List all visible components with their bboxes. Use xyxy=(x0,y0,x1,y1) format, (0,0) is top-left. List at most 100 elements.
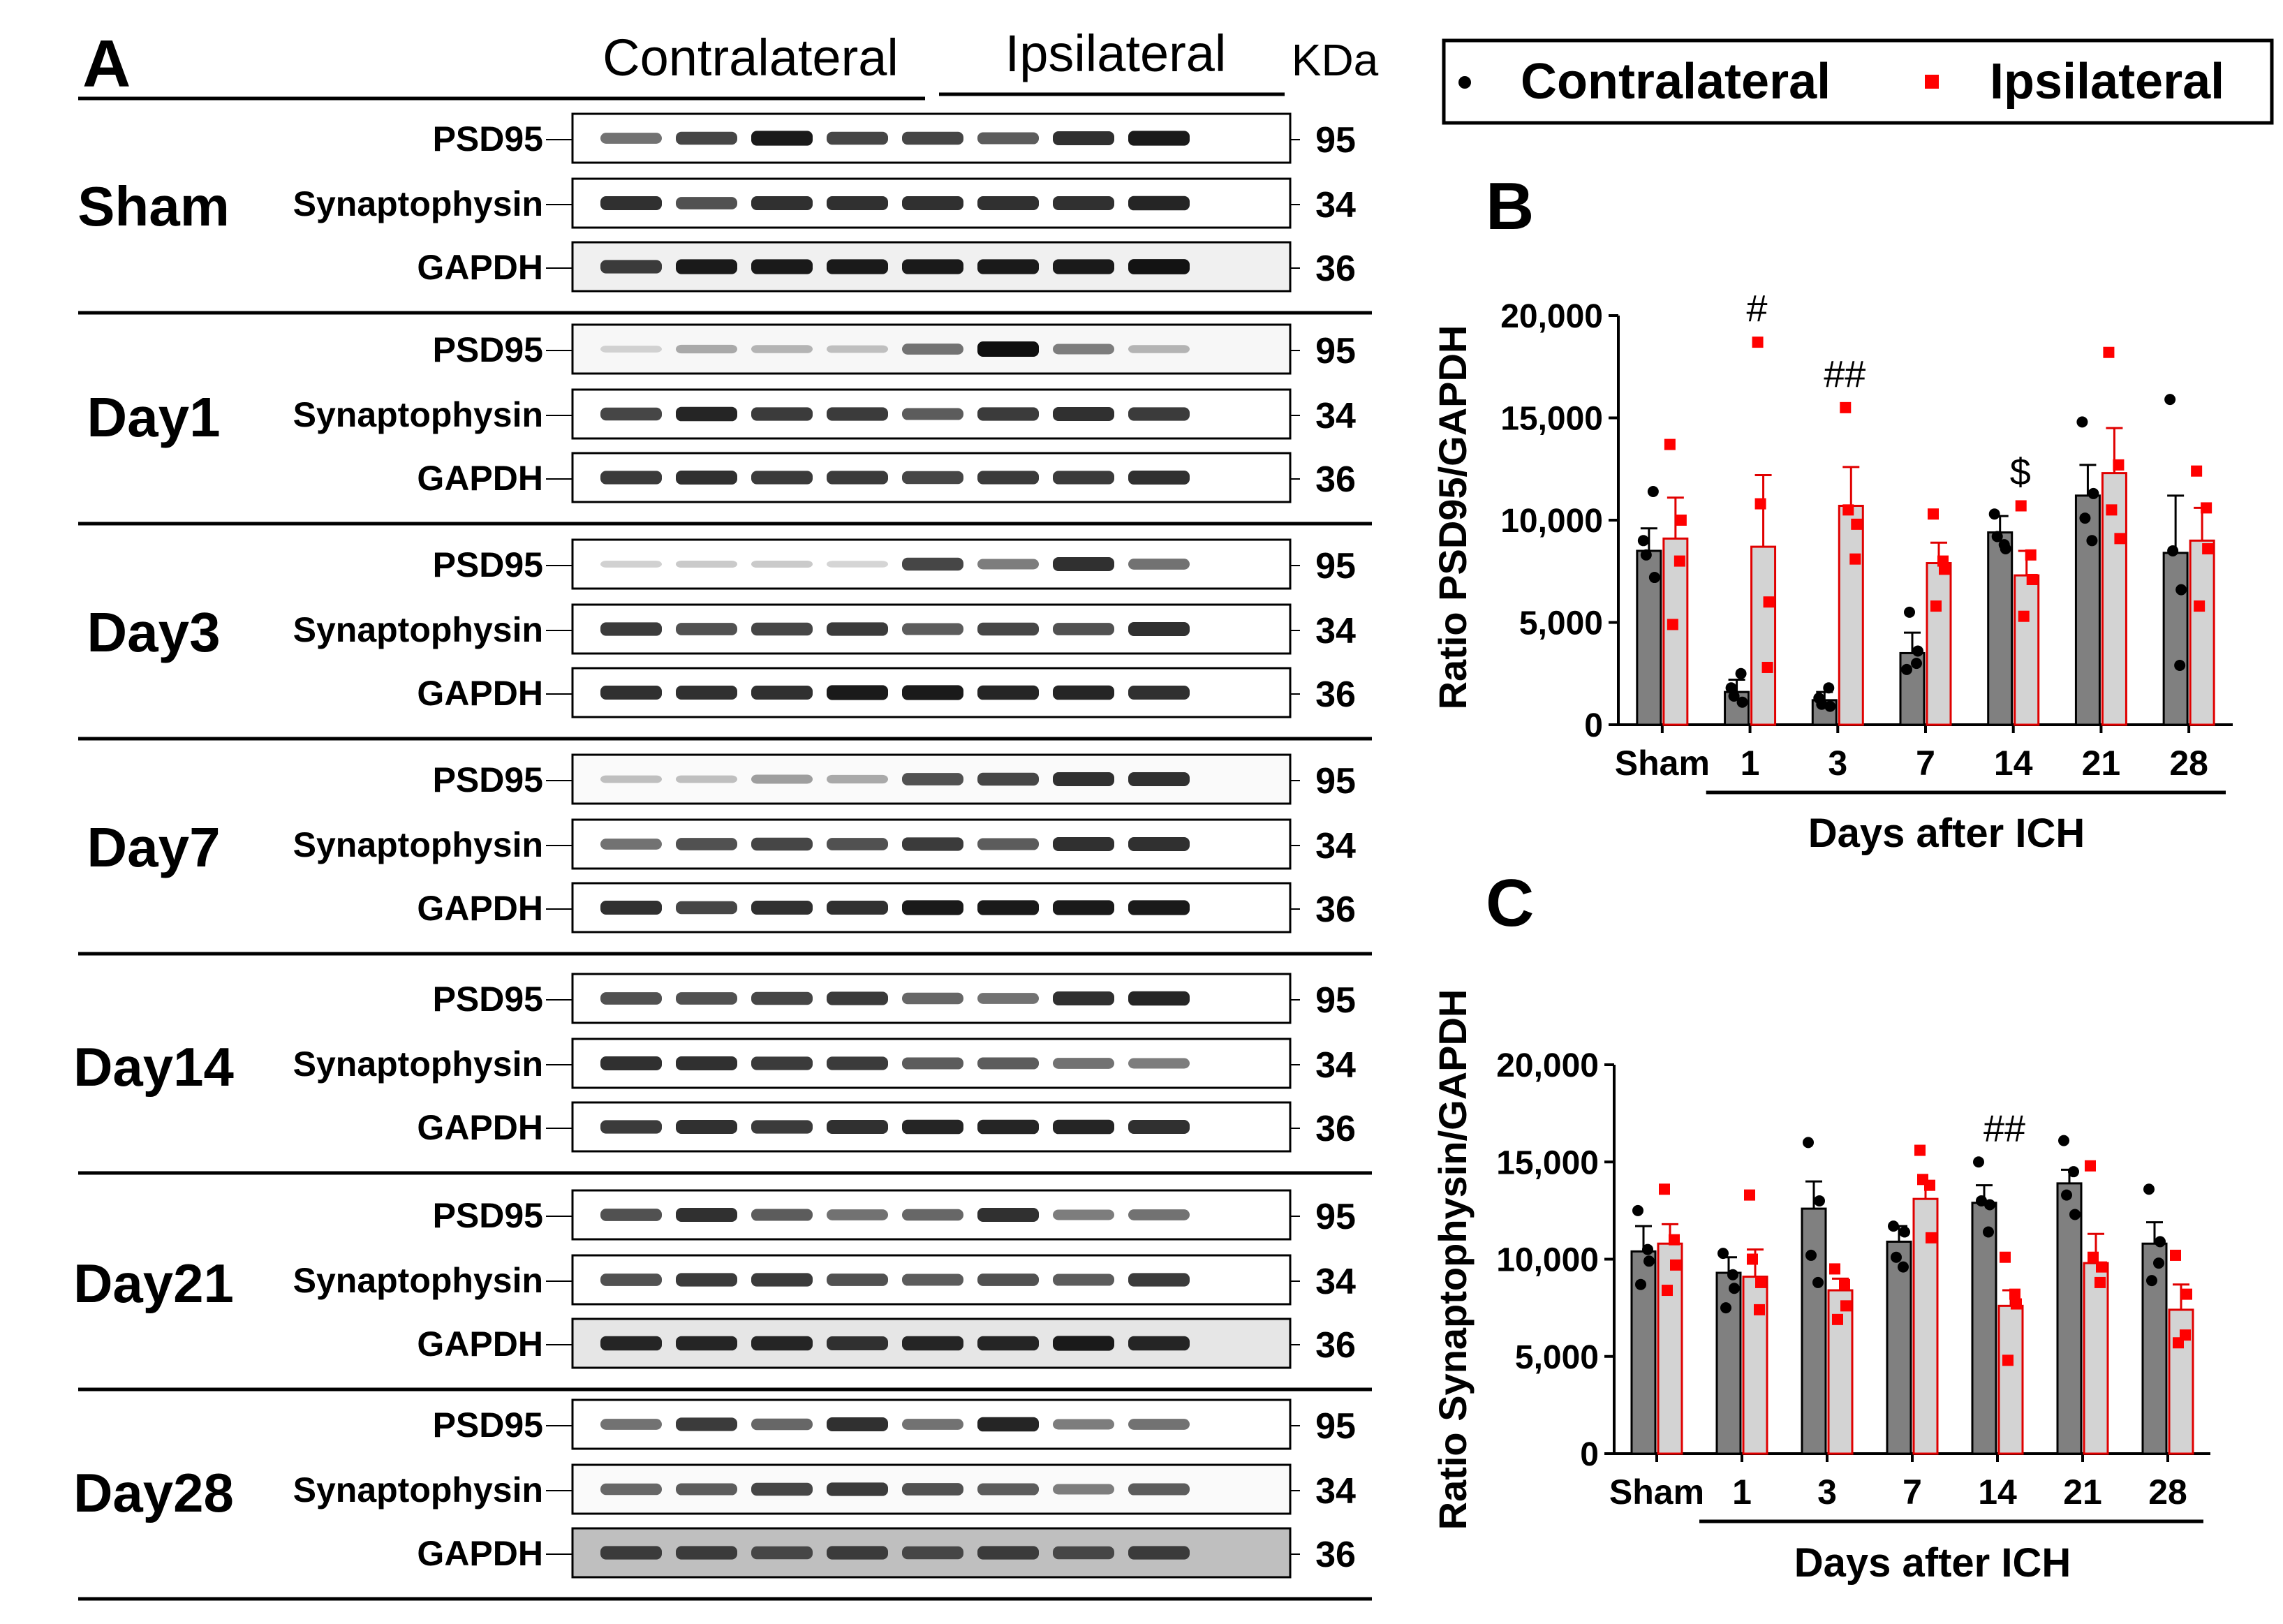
bar-contralateral xyxy=(2074,494,2101,726)
blot-band xyxy=(977,471,1039,485)
data-point-ipsilateral xyxy=(2181,1288,2192,1300)
legend: Contralateral Ipsilateral xyxy=(1442,38,2274,125)
blot-kda-value: 34 xyxy=(1315,396,1356,436)
data-point-contralateral xyxy=(1632,1204,1643,1216)
blot-band xyxy=(676,775,737,783)
significance-marker: # xyxy=(1747,288,1768,330)
blot-section-label-day3: Day3 xyxy=(87,601,220,663)
blot-band xyxy=(1128,195,1190,211)
blot-band xyxy=(827,1417,888,1431)
blot-band xyxy=(1053,1419,1114,1430)
data-point-contralateral xyxy=(1729,1283,1740,1294)
data-point-ipsilateral xyxy=(1755,1276,1766,1288)
data-point-contralateral xyxy=(1984,1199,1995,1211)
legend-marker-ipsilateral xyxy=(1925,75,1939,89)
data-point-ipsilateral xyxy=(1842,504,1854,516)
data-point-ipsilateral xyxy=(2113,459,2125,471)
blot-band xyxy=(600,260,662,274)
data-point-contralateral xyxy=(1904,606,1915,618)
blot-band xyxy=(827,1482,888,1496)
data-point-ipsilateral xyxy=(2018,610,2030,622)
blot-band xyxy=(676,344,737,354)
data-point-ipsilateral xyxy=(1744,1189,1755,1201)
panel-c-synaptophysin-chart: C Ratio Synaptophysin/GAPDH Days after I… xyxy=(1431,866,2210,1586)
blot-band xyxy=(1053,407,1114,421)
blot-psd95-label: PSD95 xyxy=(433,980,543,1019)
blot-band xyxy=(977,1274,1039,1286)
data-point-contralateral xyxy=(1888,1220,1899,1232)
blot-band xyxy=(1128,559,1190,570)
data-point-contralateral xyxy=(1991,531,2003,542)
blot-band xyxy=(751,196,813,210)
data-point-contralateral xyxy=(2175,584,2187,596)
blot-band xyxy=(827,1546,888,1560)
data-point-contralateral xyxy=(1728,690,1740,702)
legend-marker-contralateral xyxy=(1458,76,1471,89)
blot-band xyxy=(676,1546,737,1560)
blot-band xyxy=(977,993,1039,1004)
panel-c-xlabel: Days after ICH xyxy=(1794,1540,2071,1586)
data-point-ipsilateral xyxy=(1829,1263,1840,1275)
blot-kda-value: 95 xyxy=(1315,120,1356,161)
blot-band xyxy=(751,560,813,568)
blot-band xyxy=(1128,1120,1190,1134)
blot-psd95-label: PSD95 xyxy=(433,1196,543,1235)
data-point-contralateral xyxy=(1717,1248,1729,1260)
data-point-ipsilateral xyxy=(2191,465,2203,477)
panel-c-plot: 0 5,000 10,000 15,000 20,000 Sham 1 3 7 14 21 28 ## xyxy=(1496,1047,2210,1523)
bar-ipsilateral xyxy=(1926,562,1952,726)
data-point-ipsilateral xyxy=(1670,1259,1681,1271)
blot-synaptophysin-label: Synaptophysin xyxy=(293,1261,543,1300)
data-point-ipsilateral xyxy=(2025,549,2037,561)
blot-band xyxy=(676,1336,737,1351)
blot-gapdh-label: GAPDH xyxy=(417,1534,543,1573)
data-point-ipsilateral xyxy=(2194,600,2206,612)
blot-kda-value: 34 xyxy=(1315,1045,1356,1086)
blot-band xyxy=(902,1336,963,1351)
blot-kda-value: 95 xyxy=(1315,1406,1356,1447)
blot-band xyxy=(1053,772,1114,786)
bar-contralateral xyxy=(1801,1207,1827,1455)
blot-band xyxy=(902,1483,963,1496)
blot-band xyxy=(827,1056,888,1070)
x-tick-label: 1 xyxy=(1741,744,1760,783)
data-point-ipsilateral xyxy=(1840,1300,1852,1312)
blot-kda-value: 36 xyxy=(1315,1109,1356,1149)
blot-band xyxy=(751,131,813,146)
x-tick-label: 14 xyxy=(1978,1472,2017,1512)
blot-band xyxy=(600,1209,662,1221)
data-point-ipsilateral xyxy=(1761,661,1773,673)
blot-band xyxy=(751,1546,813,1560)
blot-band xyxy=(751,407,813,421)
blot-band xyxy=(751,1273,813,1287)
blot-band xyxy=(600,901,662,915)
data-point-ipsilateral xyxy=(2170,1249,2181,1261)
blot-gapdh-label: GAPDH xyxy=(417,1324,543,1364)
blot-kda-value: 95 xyxy=(1315,1197,1356,1237)
blot-kda-value: 36 xyxy=(1315,1535,1356,1575)
blot-band xyxy=(1128,131,1190,146)
blot-band xyxy=(676,197,737,209)
x-tick-label: 7 xyxy=(1916,744,1935,783)
blot-band xyxy=(676,992,737,1005)
blot-band xyxy=(676,623,737,635)
data-point-contralateral xyxy=(2146,1275,2157,1287)
blot-band xyxy=(1128,900,1190,915)
blot-band xyxy=(600,346,662,353)
blot-band xyxy=(977,1208,1039,1222)
blot-band xyxy=(827,622,888,636)
data-point-ipsilateral xyxy=(1659,1183,1670,1195)
blot-band xyxy=(676,406,737,422)
blot-band xyxy=(751,1418,813,1431)
blot-band xyxy=(1128,837,1190,851)
blot-band xyxy=(827,685,888,700)
blot-band xyxy=(1053,837,1114,851)
data-point-ipsilateral xyxy=(1675,515,1687,526)
blot-band xyxy=(827,1274,888,1286)
y-tick-label: 0 xyxy=(1580,1436,1599,1473)
blot-kda-value: 95 xyxy=(1315,980,1356,1021)
data-point-contralateral xyxy=(2069,1209,2081,1220)
y-tick-label: 15,000 xyxy=(1500,401,1603,438)
panel-a-western-blots: A Contralateral Ipsilateral KDa Sham PSD9… xyxy=(73,24,1379,1601)
blot-band xyxy=(1053,1209,1114,1220)
